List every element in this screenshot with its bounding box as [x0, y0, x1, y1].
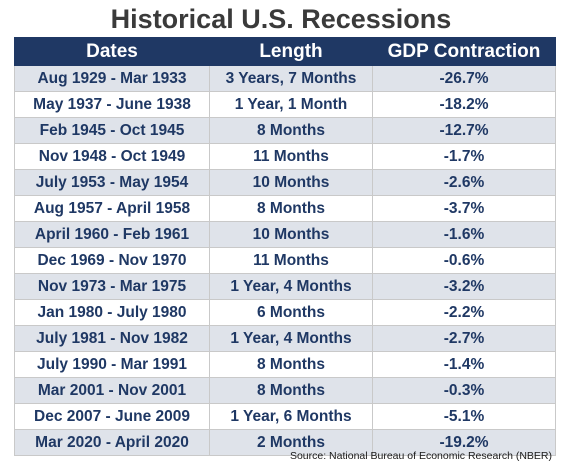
cell-gdp-contraction: -2.6% — [372, 169, 556, 196]
cell-length: 6 Months — [209, 299, 373, 326]
table-header-row: Dates Length GDP Contraction — [14, 37, 556, 66]
table-row: April 1960 - Feb 1961 10 Months -1.6% — [14, 221, 556, 248]
cell-dates: Aug 1929 - Mar 1933 — [14, 65, 210, 92]
cell-gdp-contraction: -19.2% — [372, 429, 556, 456]
cell-length: 3 Years, 7 Months — [209, 65, 373, 92]
cell-length: 1 Year, 4 Months — [209, 325, 373, 352]
cell-dates: April 1960 - Feb 1961 — [14, 221, 210, 248]
cell-dates: Jan 1980 - July 1980 — [14, 299, 210, 326]
cell-gdp-contraction: -1.7% — [372, 143, 556, 170]
cell-length: 1 Year, 4 Months — [209, 273, 373, 300]
cell-length: 1 Year, 1 Month — [209, 91, 373, 118]
table-row: Mar 2020 - April 2020 2 Months -19.2% — [14, 429, 556, 456]
cell-length: 11 Months — [209, 143, 373, 170]
cell-length: 8 Months — [209, 351, 373, 378]
cell-dates: Dec 1969 - Nov 1970 — [14, 247, 210, 274]
cell-gdp-contraction: -1.4% — [372, 351, 556, 378]
cell-length: 1 Year, 6 Months — [209, 403, 373, 430]
cell-gdp-contraction: -0.6% — [372, 247, 556, 274]
cell-gdp-contraction: -5.1% — [372, 403, 556, 430]
cell-length: 11 Months — [209, 247, 373, 274]
cell-length: 10 Months — [209, 221, 373, 248]
table-row: Dec 1969 - Nov 1970 11 Months -0.6% — [14, 247, 556, 274]
column-header-dates: Dates — [14, 37, 210, 66]
cell-length: 8 Months — [209, 377, 373, 404]
cell-dates: July 1953 - May 1954 — [14, 169, 210, 196]
recessions-table: Dates Length GDP Contraction Aug 1929 - … — [14, 37, 556, 456]
cell-dates: Dec 2007 - June 2009 — [14, 403, 210, 430]
table-row: Nov 1973 - Mar 1975 1 Year, 4 Months -3.2% — [14, 273, 556, 300]
cell-gdp-contraction: -3.2% — [372, 273, 556, 300]
column-header-length: Length — [209, 37, 373, 66]
cell-dates: Mar 2001 - Nov 2001 — [14, 377, 210, 404]
table-row: Mar 2001 - Nov 2001 8 Months -0.3% — [14, 377, 556, 404]
source-note: Source: National Bureau of Economic Rese… — [289, 450, 552, 462]
cell-gdp-contraction: -0.3% — [372, 377, 556, 404]
table-row: Jan 1980 - July 1980 6 Months -2.2% — [14, 299, 556, 326]
cell-dates: Mar 2020 - April 2020 — [14, 429, 210, 456]
cell-gdp-contraction: -2.7% — [372, 325, 556, 352]
cell-gdp-contraction: -2.2% — [372, 299, 556, 326]
cell-gdp-contraction: -3.7% — [372, 195, 556, 222]
cell-dates: May 1937 - June 1938 — [14, 91, 210, 118]
table-row: May 1937 - June 1938 1 Year, 1 Month -18.2… — [14, 91, 556, 118]
cell-gdp-contraction: -18.2% — [372, 91, 556, 118]
cell-dates: Nov 1973 - Mar 1975 — [14, 273, 210, 300]
table-row: July 1953 - May 1954 10 Months -2.6% — [14, 169, 556, 196]
cell-length: 8 Months — [209, 195, 373, 222]
cell-length: 10 Months — [209, 169, 373, 196]
table-row: Aug 1957 - April 1958 8 Months -3.7% — [14, 195, 556, 222]
column-header-gdp-contraction: GDP Contraction — [372, 37, 556, 66]
table-row: July 1981 - Nov 1982 1 Year, 4 Months -2.7… — [14, 325, 556, 352]
cell-dates: July 1990 - Mar 1991 — [14, 351, 210, 378]
cell-dates: Aug 1957 - April 1958 — [14, 195, 210, 222]
table-row: Feb 1945 - Oct 1945 8 Months -12.7% — [14, 117, 556, 144]
cell-length: 8 Months — [209, 117, 373, 144]
cell-gdp-contraction: -26.7% — [372, 65, 556, 92]
cell-dates: Feb 1945 - Oct 1945 — [14, 117, 210, 144]
table-body: Aug 1929 - Mar 1933 3 Years, 7 Months -26.… — [14, 65, 556, 456]
page-title: Historical U.S. Recessions — [110, 4, 452, 34]
table-row: July 1990 - Mar 1991 8 Months -1.4% — [14, 351, 556, 378]
cell-dates: July 1981 - Nov 1982 — [14, 325, 210, 352]
table-row: Dec 2007 - June 2009 1 Year, 6 Months -5.1… — [14, 403, 556, 430]
cell-gdp-contraction: -12.7% — [372, 117, 556, 144]
table-row: Aug 1929 - Mar 1933 3 Years, 7 Months -26.… — [14, 65, 556, 92]
cell-gdp-contraction: -1.6% — [372, 221, 556, 248]
cell-dates: Nov 1948 - Oct 1949 — [14, 143, 210, 170]
table-row: Nov 1948 - Oct 1949 11 Months -1.7% — [14, 143, 556, 170]
